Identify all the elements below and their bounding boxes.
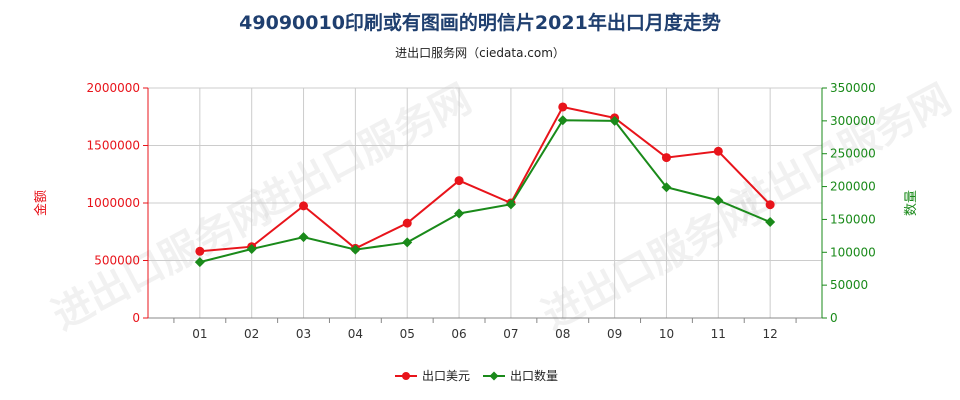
data-point-amount — [713, 146, 723, 156]
x-tick-label: 04 — [348, 327, 363, 341]
data-point-quantity — [298, 232, 309, 243]
data-point-quantity — [402, 237, 413, 248]
legend-label-quantity: 出口数量 — [510, 368, 558, 383]
y-left-tick-label: 500000 — [94, 254, 140, 268]
x-tick-label: 03 — [296, 327, 311, 341]
x-tick-label: 08 — [555, 327, 570, 341]
data-point-amount — [454, 176, 464, 186]
legend-marker-amount — [402, 372, 410, 380]
data-point-quantity — [246, 244, 257, 254]
y-right-tick-label: 150000 — [830, 212, 876, 226]
data-point-quantity — [350, 244, 361, 255]
data-point-amount — [661, 153, 671, 163]
chart-title: 49090010印刷或有图画的明信片2021年出口月度走势 — [239, 12, 721, 34]
data-point-amount — [402, 218, 412, 228]
y-right-tick-label: 200000 — [830, 180, 876, 194]
y-right-tick-label: 100000 — [830, 245, 876, 259]
x-tick-label: 07 — [503, 327, 518, 341]
y-right-tick-label: 300000 — [830, 114, 876, 128]
data-point-amount — [195, 246, 205, 256]
data-point-amount — [558, 102, 568, 112]
y-left-tick-label: 0 — [132, 311, 140, 325]
y-right-tick-label: 50000 — [830, 278, 868, 292]
chart-subtitle: 进出口服务网（ciedata.com） — [395, 46, 565, 60]
series-line-quantity — [199, 119, 771, 264]
y-left-tick-label: 1500000 — [87, 139, 140, 153]
data-point-quantity — [765, 217, 776, 228]
data-point-quantity — [661, 182, 672, 193]
x-tick-label: 10 — [659, 327, 674, 341]
x-tick-label: 02 — [244, 327, 259, 341]
data-point-quantity — [713, 195, 724, 206]
data-point-quantity — [454, 208, 465, 219]
x-tick-label: 12 — [763, 327, 778, 341]
data-point-quantity — [194, 257, 205, 268]
legend-marker-quantity — [489, 371, 499, 381]
data-point-amount — [299, 201, 309, 211]
y-right-tick-label: 350000 — [830, 81, 876, 95]
y-right-tick-label: 250000 — [830, 147, 876, 161]
data-point-quantity — [505, 199, 516, 210]
x-tick-label: 05 — [400, 327, 415, 341]
y-right-axis-title: 数量 — [904, 190, 919, 216]
y-right-tick-label: 0 — [830, 311, 838, 325]
data-point-quantity — [557, 115, 568, 126]
y-left-tick-label: 2000000 — [87, 81, 140, 95]
data-point-quantity — [609, 115, 620, 126]
x-tick-label: 01 — [192, 327, 207, 341]
x-tick-label: 11 — [711, 327, 726, 341]
x-tick-label: 06 — [451, 327, 466, 341]
legend-label-amount: 出口美元 — [422, 369, 470, 383]
y-left-tick-label: 1000000 — [87, 196, 140, 210]
y-left-axis-title: 金额 — [33, 190, 49, 216]
series-line-amount — [199, 105, 771, 253]
data-point-amount — [765, 200, 775, 210]
x-tick-label: 09 — [607, 327, 622, 341]
